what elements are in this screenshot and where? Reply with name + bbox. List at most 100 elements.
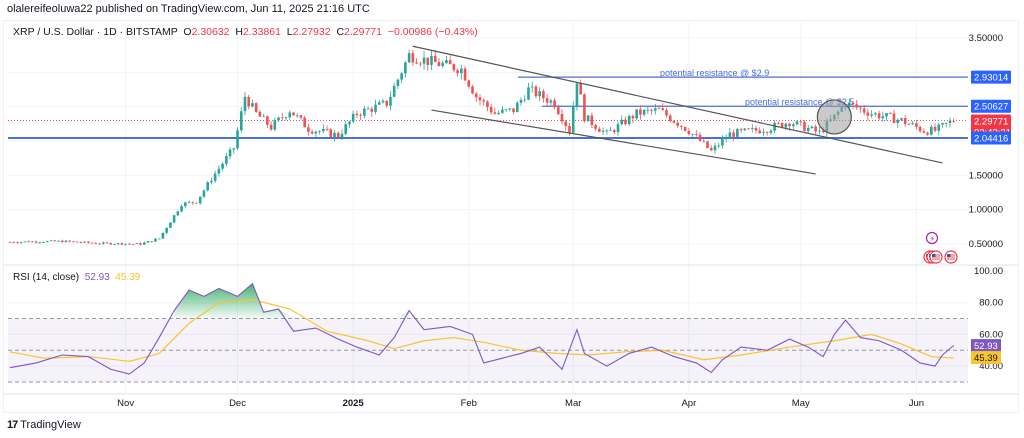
candle-body (695, 134, 698, 135)
candle-body (325, 128, 329, 130)
us-flag-event-icon[interactable] (944, 250, 958, 264)
candle-body (493, 112, 497, 114)
price-tag-value: 2.50627 (974, 102, 1008, 113)
candle-body (258, 111, 262, 117)
candle-body (930, 126, 933, 135)
candle-body (538, 91, 541, 97)
candle-body (743, 128, 747, 131)
candle-body (113, 244, 116, 245)
candle-body (724, 138, 728, 140)
candle-body (769, 130, 773, 133)
horizontal-levels: potential resistance @ $2.9 potential res… (8, 68, 968, 139)
candle-body (322, 128, 325, 132)
candle-body (445, 60, 448, 64)
candle-body (721, 139, 724, 146)
candle-body (762, 132, 765, 134)
publisher-line: olalereifeoluwa22 published on TradingVi… (7, 3, 370, 15)
candle-body (105, 242, 109, 244)
candle-body (262, 116, 265, 118)
rsi-ma-value: 45.39 (115, 272, 141, 283)
axes: Nov Dec 2025 Feb Mar Apr May Jun 3.50000 1.50000 1… (3, 33, 1019, 409)
candle-body (900, 118, 903, 120)
candle-body (228, 149, 232, 157)
time-axis-label: Nov (117, 398, 134, 409)
candle-body (213, 173, 217, 181)
footer-brand[interactable]: 17 TradingView (7, 419, 81, 431)
candle-body (717, 145, 720, 147)
candle-body (620, 119, 624, 125)
event-icons: ⚡ (923, 231, 958, 264)
time-axis-label: Mar (565, 398, 581, 409)
candle-body (135, 243, 139, 244)
candle-body (448, 60, 452, 65)
candle-body (780, 122, 784, 128)
candle-body (736, 129, 739, 137)
time-axis-label: Dec (229, 398, 246, 409)
candle-body (314, 131, 318, 134)
candlestick-series (8, 49, 955, 246)
candle-body (27, 241, 30, 243)
candle-body (377, 102, 381, 105)
candle-body (941, 123, 944, 125)
candle-body (64, 240, 68, 243)
candle-body (657, 108, 661, 110)
candle-body (348, 121, 351, 125)
candle-body (131, 243, 135, 245)
candle-body (8, 241, 12, 243)
candle-body (273, 120, 277, 130)
candle-body (698, 134, 702, 141)
candle-body (38, 242, 42, 244)
candle-body (333, 132, 336, 138)
candle-body (165, 227, 168, 233)
price-tag-value: 2.93014 (974, 73, 1008, 84)
candle-body (560, 113, 564, 122)
us-flag-event-icon[interactable] (929, 250, 943, 264)
candle-body (672, 120, 676, 123)
candle-body (456, 70, 459, 74)
candle-body (881, 116, 885, 119)
candle-body (79, 242, 83, 243)
candle-body (142, 242, 146, 245)
candle-body (806, 127, 810, 131)
candle-body (87, 241, 90, 243)
high-label: H (235, 26, 243, 38)
candle-body (16, 242, 19, 244)
candle-body (400, 73, 403, 80)
candle-body (280, 117, 284, 119)
candle-body (225, 156, 228, 164)
candle-body (299, 115, 303, 118)
candle-body (855, 104, 859, 108)
candle-body (571, 105, 575, 133)
tradingview-logo-icon: 17 (7, 419, 18, 431)
candle-body (665, 110, 668, 116)
high-value: 2.33861 (242, 26, 281, 38)
candle-body (515, 102, 519, 113)
rsi-overbought-fill (174, 283, 410, 319)
candle-body (702, 140, 706, 142)
candle-body (650, 109, 653, 111)
candle-body (870, 114, 873, 116)
candle-body (12, 241, 16, 243)
candle-body (668, 115, 672, 121)
time-axis-label: Apr (681, 398, 696, 409)
chart-frame (3, 20, 1019, 413)
time-axis-label: 2025 (343, 398, 365, 409)
lightning-event-icon[interactable]: ⚡ (925, 231, 939, 245)
time-axis-label: Feb (461, 398, 477, 409)
price-axis-label: 1.00000 (969, 205, 1003, 216)
candle-body (747, 128, 750, 130)
candle-body (19, 241, 23, 243)
candle-body (754, 127, 758, 131)
lightning-glyph: ⚡ (930, 235, 936, 244)
candle-body (803, 121, 806, 131)
candle-body (120, 243, 124, 245)
price-tags: 2.930142.506272.2977102:43:212.0441652.9… (971, 70, 1011, 365)
candle-body (952, 120, 955, 122)
candle-body (370, 108, 374, 112)
rsi-series (9, 282, 955, 375)
candle-body (624, 119, 627, 125)
candle-body (683, 126, 687, 131)
candle-body (918, 126, 922, 132)
candle-body (810, 126, 814, 128)
